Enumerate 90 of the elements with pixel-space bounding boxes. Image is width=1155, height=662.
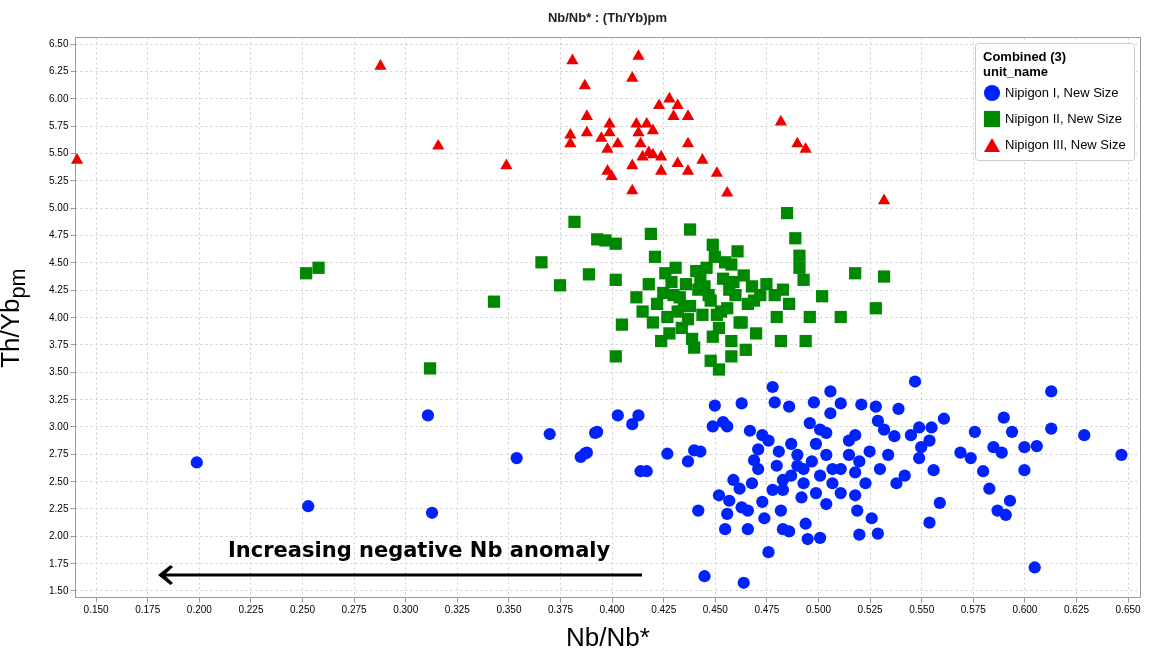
y-tick-label: 1.75 [49,557,69,569]
annotation: Combined (3) [983,49,1067,64]
point [774,114,787,126]
x-tick-label: 0.525 [857,603,884,615]
point [646,123,660,135]
y-tick-label: 3.00 [49,420,69,432]
legend-label: Nipigon III, New Size [1005,137,1126,152]
point [578,78,591,90]
x-tick-label: 0.575 [960,603,987,615]
point [877,193,891,205]
point [564,127,577,139]
y-tick-label: 4.75 [49,229,69,241]
point [603,117,616,128]
y-tick-label: 5.50 [49,147,69,159]
point [671,98,684,110]
point [500,158,513,170]
x-tick-label: 0.250 [290,603,316,615]
point [432,138,445,150]
y-tick-label: 4.00 [49,311,69,323]
point [374,59,387,70]
legend-title: unit_name [983,64,1049,79]
x-tick-label: 0.225 [238,603,264,615]
point [721,185,734,197]
y-tick-label: 6.00 [49,92,69,104]
x-tick-label: 0.450 [702,603,729,615]
point [696,153,709,164]
point [632,49,645,60]
x-tick-label: 0.550 [909,603,935,615]
y-tick-label: 3.25 [49,393,69,405]
point [681,109,695,120]
point [70,153,84,164]
x-tick-label: 0.475 [754,603,780,615]
point [646,147,660,159]
x-tick-label: 0.325 [444,603,471,615]
y-tick-label: 5.75 [49,120,69,132]
y-tick-label: 6.50 [49,38,69,50]
y-tick-label: 3.50 [49,366,69,378]
annotation: Increasing negative Nb anomaly [228,538,611,562]
point [799,142,812,153]
point [634,136,647,148]
x-tick-label: 0.375 [548,603,574,615]
point [663,91,676,103]
point [605,169,618,181]
x-tick-label: 0.625 [1064,603,1090,615]
x-tick-label: 0.300 [393,603,419,615]
point [667,109,680,120]
point [640,117,653,128]
x-tick-label: 0.600 [1012,603,1038,615]
point [580,109,593,120]
y-tick-label: 6.25 [49,65,69,77]
x-tick-label: 0.400 [599,603,626,615]
chart-title: Nb/Nb* : (Th/Yb)pm [547,10,668,25]
y-tick-label: 2.75 [49,448,69,460]
y-tick-label: 2.50 [49,475,69,487]
point [611,136,624,148]
point [681,164,695,175]
point [601,142,614,153]
y-tick-label: 4.25 [49,284,69,296]
point [630,117,643,128]
x-tick-label: 0.500 [806,603,832,615]
x-tick-label: 0.175 [135,603,161,615]
x-tick-label: 0.275 [341,603,368,615]
x-tick-label: 0.150 [83,603,110,615]
point [652,98,666,110]
point [791,136,804,148]
y-tick-label: 5.00 [49,202,69,214]
point [655,149,668,161]
point [710,166,724,177]
y-tick-label: 5.25 [49,174,69,186]
point [595,131,608,142]
x-tick-label: 0.650 [1115,603,1142,615]
point [626,183,639,195]
x-axis-title: Nb/Nb* [566,621,650,652]
y-tick-label: 3.75 [49,338,69,350]
point [626,71,639,82]
y-tick-label: 1.50 [49,584,69,596]
y-tick-label: 2.25 [49,502,69,514]
point [655,164,668,175]
x-tick-label: 0.350 [496,603,522,615]
point [671,156,684,167]
y-tick-label: 4.50 [49,256,69,268]
point [566,53,579,65]
point [626,158,639,170]
legend-label: Nipigon I, New Size [1005,85,1119,100]
y-tick-label: 2.00 [49,530,69,542]
point [681,136,695,148]
x-tick-label: 0.200 [186,603,213,615]
x-tick-label: 0.425 [651,603,677,615]
point [580,125,593,137]
legend-label: Nipigon II, New Size [1005,111,1123,126]
